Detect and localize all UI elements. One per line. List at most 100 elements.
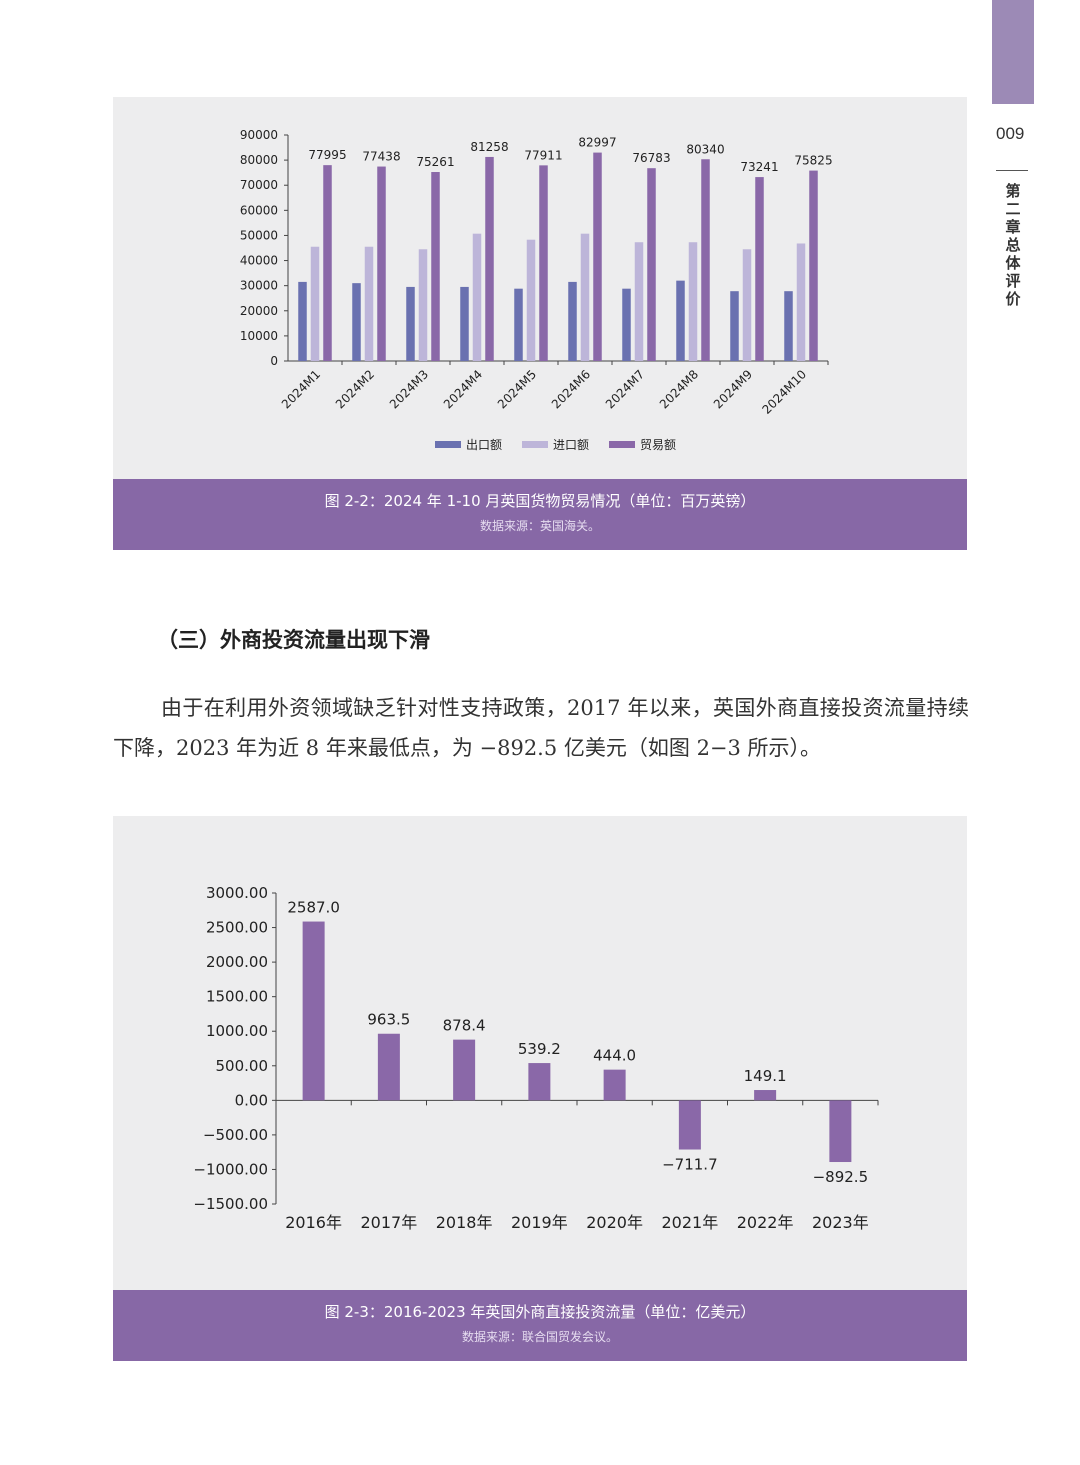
x-tick-label: 2024M3 (387, 367, 431, 411)
data-label: 80340 (686, 142, 724, 156)
bar-export (730, 291, 739, 361)
y-tick-label: 0.00 (235, 1091, 268, 1109)
bar-import (634, 242, 644, 361)
page-number: 009 (996, 124, 1025, 143)
figure-fdi: −1500.00 −1000.00 −500.00 0.00 500.00 1000.00… (113, 816, 967, 1361)
bar-export (514, 288, 523, 361)
fdi-bar (678, 1100, 701, 1150)
page-number-rule (996, 170, 1028, 171)
bar-export (352, 283, 361, 361)
legend-swatch (522, 441, 548, 448)
bar-import (688, 242, 698, 361)
y-tick-label: 30000 (240, 279, 278, 293)
fdi-bar (829, 1100, 852, 1163)
fdi-bar (302, 921, 325, 1101)
fdi-bar (377, 1033, 400, 1101)
y-tick-label: 1500.00 (206, 988, 268, 1006)
bar-export (298, 281, 307, 361)
data-label: 878.4 (443, 1017, 486, 1035)
bar-import (526, 239, 536, 361)
legend-swatch (435, 441, 461, 448)
y-tick-label: −500.00 (203, 1126, 268, 1144)
figure-trade-caption-band: 图 2-2：2024 年 1-10 月英国货物贸易情况（单位：百万英镑） 数据来… (113, 479, 967, 550)
data-label: 81258 (470, 140, 508, 154)
x-tick-label: 2024M2 (333, 367, 377, 411)
bar-trade (323, 165, 332, 361)
legend-swatch (609, 441, 635, 448)
y-tick-label: 2500.00 (206, 919, 268, 937)
bar-export (622, 288, 631, 361)
chapter-side-tab (992, 0, 1034, 104)
x-tick-label: 2024M8 (657, 367, 701, 411)
bar-trade (539, 165, 548, 361)
data-label: 82997 (578, 136, 616, 150)
body-paragraph: 由于在利用外资领域缺乏针对性支持政策，2017 年以来，英国外商直接投资流量持续… (113, 688, 969, 768)
data-label: 77911 (524, 148, 562, 162)
bar-import (472, 233, 482, 361)
figure-fdi-caption-band: 图 2-3：2016-2023 年英国外商直接投资流量（单位：亿美元） 数据来源… (113, 1290, 967, 1361)
x-tick-label: 2024M7 (603, 367, 647, 411)
data-label: 77995 (308, 148, 346, 162)
y-tick-label: 20000 (240, 304, 278, 318)
x-tick-label: 2017年 (361, 1213, 418, 1232)
y-tick-label: 60000 (240, 203, 278, 217)
bar-import (796, 243, 806, 361)
y-tick-label: 80000 (240, 153, 278, 167)
figure-fdi-source: 数据来源：联合国贸发会议。 (461, 1330, 618, 1344)
bar-trade (647, 168, 656, 361)
y-tick-label: 50000 (240, 228, 278, 242)
fdi-bar (754, 1090, 777, 1101)
y-tick-label: 1000.00 (206, 1022, 268, 1040)
y-tick-label: 3000.00 (206, 884, 268, 902)
bar-import (742, 249, 752, 361)
y-tick-label: 0 (270, 354, 278, 368)
x-tick-label: 2016年 (285, 1213, 342, 1232)
x-tick-label: 2018年 (436, 1213, 493, 1232)
figure-fdi-caption: 图 2-3：2016-2023 年英国外商直接投资流量（单位：亿美元） (324, 1303, 756, 1321)
data-label: 963.5 (367, 1011, 410, 1029)
x-tick-label: 2022年 (737, 1213, 794, 1232)
y-tick-label: −1000.00 (193, 1160, 268, 1178)
data-label: −711.7 (662, 1156, 718, 1174)
bar-export (568, 281, 577, 361)
bar-import (580, 233, 590, 361)
y-tick-label: 10000 (240, 329, 278, 343)
x-tick-label: 2020年 (586, 1213, 643, 1232)
fdi-bar (453, 1039, 476, 1101)
y-tick-label: 2000.00 (206, 953, 268, 971)
legend-label: 进口额 (553, 438, 589, 452)
data-label: 75825 (794, 154, 832, 168)
x-tick-label: 2024M10 (760, 367, 810, 417)
data-label: 2587.0 (287, 899, 340, 917)
legend-label: 贸易额 (640, 438, 676, 452)
bar-import (418, 249, 428, 361)
data-label: 73241 (740, 160, 778, 174)
bar-export (784, 291, 793, 361)
data-label: 75261 (416, 155, 454, 169)
bar-trade (485, 156, 494, 361)
x-tick-label: 2024M5 (495, 367, 539, 411)
data-label: 77438 (362, 150, 400, 164)
figure-trade: 0 10000 20000 30000 40000 50000 60000 70000 8000… (113, 97, 967, 550)
figure-trade-source: 数据来源：英国海关。 (479, 519, 600, 533)
section-heading: （三）外商投资流量出现下滑 (157, 628, 430, 652)
bar-trade (809, 170, 818, 361)
trade-bar-chart: 0 10000 20000 30000 40000 50000 60000 70000 8000… (240, 128, 833, 452)
bar-export (406, 286, 415, 361)
data-label: −892.5 (813, 1168, 869, 1186)
x-tick-label: 2021年 (662, 1213, 719, 1232)
figure-trade-caption: 图 2-2：2024 年 1-10 月英国货物贸易情况（单位：百万英镑） (324, 492, 756, 510)
data-label: 76783 (632, 151, 670, 165)
bar-trade (701, 159, 710, 361)
bar-export (676, 280, 685, 361)
chapter-label: 第二章 总体评价 (1005, 182, 1026, 308)
bar-trade (593, 152, 602, 361)
legend-label: 出口额 (466, 438, 502, 452)
bar-export (460, 286, 469, 361)
bar-trade (431, 172, 440, 361)
y-tick-label: 500.00 (216, 1057, 269, 1075)
y-tick-label: 70000 (240, 178, 278, 192)
bar-import (310, 246, 320, 361)
bar-import (364, 246, 374, 361)
x-tick-label: 2024M1 (279, 367, 323, 411)
